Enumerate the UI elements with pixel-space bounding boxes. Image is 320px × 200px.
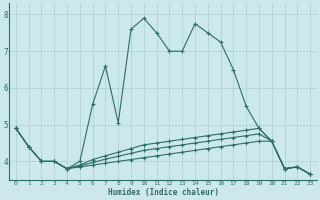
- X-axis label: Humidex (Indice chaleur): Humidex (Indice chaleur): [108, 188, 219, 197]
